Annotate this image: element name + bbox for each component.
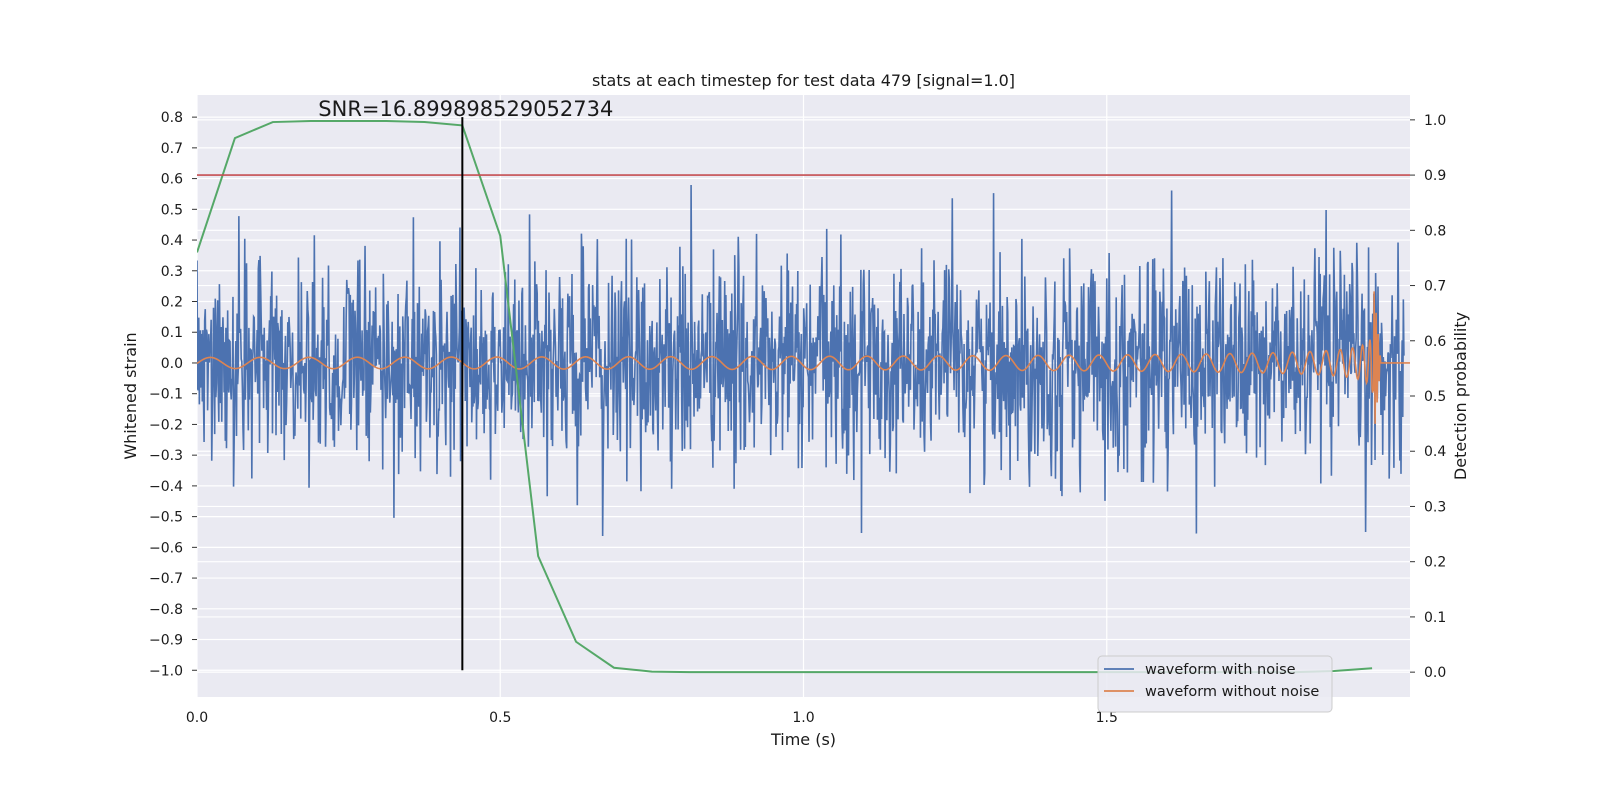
y-tick-label: 0.8 — [161, 110, 183, 126]
y-tick-label: −0.5 — [149, 510, 183, 526]
right-y-axis-ticks: 0.0 0.1 0.2 0.3 0.4 0.5 0.6 0.7 0.8 0.9 1.0 — [1410, 113, 1446, 681]
right-y-tick-label: 0.6 — [1424, 334, 1446, 350]
y-tick-label: −0.3 — [149, 448, 183, 464]
right-y-tick-label: 0.5 — [1424, 389, 1446, 405]
x-tick-label: 0.0 — [186, 710, 208, 726]
y-tick-label: 0.1 — [161, 325, 183, 341]
x-axis-ticks: 0.0 0.5 1.0 1.5 — [186, 710, 1118, 726]
legend: waveform with noise waveform without nois… — [1097, 655, 1333, 713]
y-tick-label: 0.5 — [161, 202, 183, 218]
right-y-tick-label: 0.3 — [1424, 499, 1446, 515]
series-line-waveform-without-noise — [197, 291, 1410, 424]
y-tick-label: 0.2 — [161, 295, 183, 311]
y-tick-label: −0.7 — [149, 571, 183, 587]
y-tick-label: 0.4 — [161, 233, 183, 249]
x-tick-label: 1.0 — [792, 710, 814, 726]
x-tick-label: 0.5 — [489, 710, 511, 726]
chart-title: stats at each timestep for test data 479… — [592, 71, 1015, 90]
right-y-axis-label: Detection probability — [1451, 312, 1470, 480]
overlays-layer — [197, 117, 1410, 671]
annotations-layer: SNR=16.899898529052734 — [318, 97, 613, 121]
right-y-tick-label: 0.7 — [1424, 279, 1446, 295]
y-tick-label: −0.2 — [149, 417, 183, 433]
y-axis-label: Whitened strain — [121, 332, 140, 459]
y-tick-label: 0.7 — [161, 141, 183, 157]
x-tick-label: 1.5 — [1096, 710, 1118, 726]
right-y-tick-label: 1.0 — [1424, 113, 1446, 129]
y-tick-label: −1.0 — [149, 663, 183, 679]
y-tick-label: −0.1 — [149, 387, 183, 403]
x-axis-label: Time (s) — [770, 730, 836, 749]
right-y-tick-label: 0.1 — [1424, 610, 1446, 626]
y-tick-label: −0.9 — [149, 633, 183, 649]
y-tick-label: −0.4 — [149, 479, 183, 495]
right-y-tick-label: 0.2 — [1424, 555, 1446, 571]
legend-entry: waveform with noise — [1145, 662, 1296, 678]
y-tick-label: 0.3 — [161, 264, 183, 280]
y-tick-label: −0.6 — [149, 540, 183, 556]
y-tick-label: 0.6 — [161, 172, 183, 188]
y-axis-ticks: −1.0 −0.9 −0.8 −0.7 −0.6 −0.5 −0.4 −0.3 −0.2 −0.1… — [149, 110, 197, 679]
legend-box — [1097, 655, 1333, 713]
legend-entry: waveform without noise — [1145, 684, 1319, 700]
right-y-tick-label: 0.8 — [1424, 223, 1446, 239]
y-tick-label: −0.8 — [149, 602, 183, 618]
y-tick-label: 0.0 — [161, 356, 183, 372]
right-y-tick-label: 0.9 — [1424, 168, 1446, 184]
right-y-tick-label: 0.0 — [1424, 665, 1446, 681]
snr-annotation: SNR=16.899898529052734 — [318, 97, 613, 121]
right-y-tick-label: 0.4 — [1424, 444, 1446, 460]
